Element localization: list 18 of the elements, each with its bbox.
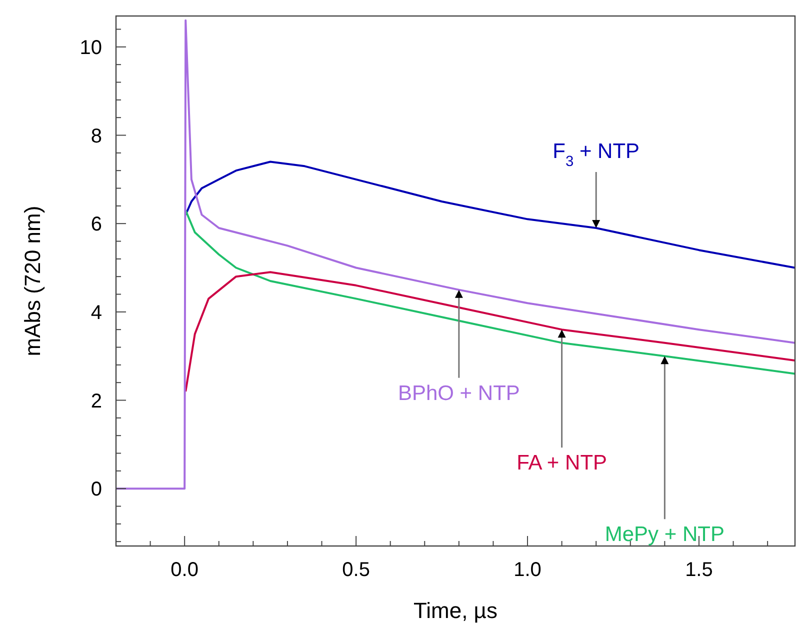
- x-tick-label: 0.0: [170, 559, 198, 581]
- y-axis-title: mAbs (720 nm): [20, 206, 45, 356]
- y-tick-label: 10: [80, 36, 102, 59]
- annotation: MePy + NTP: [604, 523, 724, 546]
- x-tick-label: 0.5: [342, 559, 370, 581]
- x-axis-title: Time, µs: [414, 598, 498, 623]
- y-tick-label: 8: [90, 125, 102, 148]
- annotation: FA + NTP: [516, 452, 608, 475]
- x-tick-label: 1.5: [685, 559, 713, 581]
- y-tick-label: 4: [90, 302, 102, 324]
- x-tick-label: 1.0: [514, 559, 542, 581]
- annotation: BPhO + NTP: [398, 382, 520, 405]
- line-series: [116, 19, 795, 490]
- y-tick-label: 6: [90, 214, 102, 236]
- annotation: F$_{3}$ + NTP: [552, 140, 640, 170]
- line-series: [184, 209, 795, 375]
- y-tick-label: 2: [90, 390, 102, 412]
- y-tick-label: 0: [90, 478, 102, 501]
